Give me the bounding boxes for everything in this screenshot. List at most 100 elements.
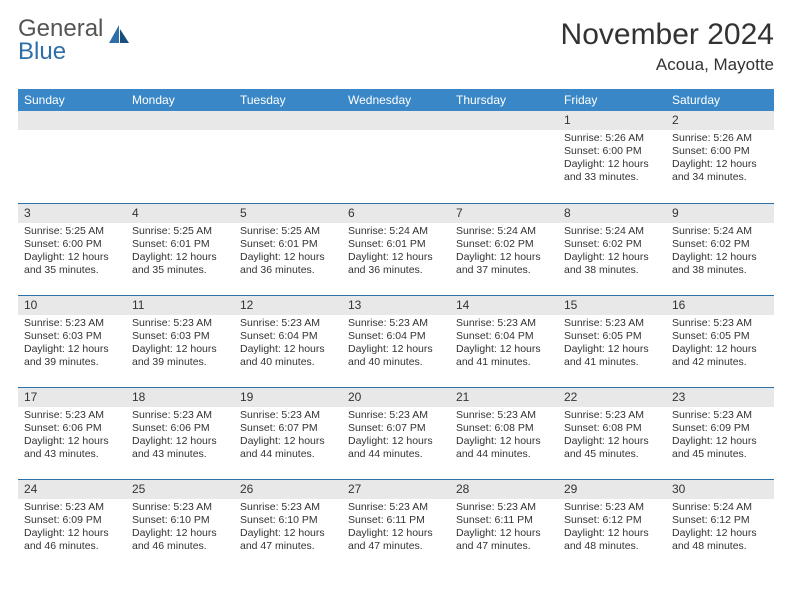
weekday-header: Tuesday [234, 89, 342, 111]
calendar-day-cell: 6Sunrise: 5:24 AMSunset: 6:01 PMDaylight… [342, 203, 450, 295]
weekday-header: Sunday [18, 89, 126, 111]
day-content: Sunrise: 5:23 AMSunset: 6:04 PMDaylight:… [234, 315, 342, 376]
day-content: Sunrise: 5:25 AMSunset: 6:01 PMDaylight:… [126, 223, 234, 284]
calendar-day-cell: 10Sunrise: 5:23 AMSunset: 6:03 PMDayligh… [18, 295, 126, 387]
calendar-day-cell: 28Sunrise: 5:23 AMSunset: 6:11 PMDayligh… [450, 479, 558, 571]
day-content: Sunrise: 5:23 AMSunset: 6:03 PMDaylight:… [126, 315, 234, 376]
day-number: 18 [126, 388, 234, 407]
weekday-header: Friday [558, 89, 666, 111]
empty-day-number [234, 111, 342, 130]
day-content: Sunrise: 5:26 AMSunset: 6:00 PMDaylight:… [558, 130, 666, 191]
day-content: Sunrise: 5:24 AMSunset: 6:02 PMDaylight:… [666, 223, 774, 284]
calendar-week-row: 1Sunrise: 5:26 AMSunset: 6:00 PMDaylight… [18, 111, 774, 203]
calendar-day-cell [126, 111, 234, 203]
weekday-header-row: SundayMondayTuesdayWednesdayThursdayFrid… [18, 89, 774, 111]
calendar-day-cell: 17Sunrise: 5:23 AMSunset: 6:06 PMDayligh… [18, 387, 126, 479]
day-content: Sunrise: 5:23 AMSunset: 6:04 PMDaylight:… [450, 315, 558, 376]
calendar-day-cell: 22Sunrise: 5:23 AMSunset: 6:08 PMDayligh… [558, 387, 666, 479]
calendar-day-cell [234, 111, 342, 203]
empty-day-number [18, 111, 126, 130]
calendar-day-cell: 19Sunrise: 5:23 AMSunset: 6:07 PMDayligh… [234, 387, 342, 479]
day-number: 3 [18, 204, 126, 223]
day-content: Sunrise: 5:23 AMSunset: 6:09 PMDaylight:… [666, 407, 774, 468]
day-content: Sunrise: 5:23 AMSunset: 6:08 PMDaylight:… [450, 407, 558, 468]
empty-day-number [342, 111, 450, 130]
day-number: 23 [666, 388, 774, 407]
weekday-header: Saturday [666, 89, 774, 111]
day-number: 5 [234, 204, 342, 223]
day-content: Sunrise: 5:24 AMSunset: 6:02 PMDaylight:… [450, 223, 558, 284]
day-number: 30 [666, 480, 774, 499]
day-number: 7 [450, 204, 558, 223]
calendar-day-cell [342, 111, 450, 203]
calendar-day-cell: 23Sunrise: 5:23 AMSunset: 6:09 PMDayligh… [666, 387, 774, 479]
calendar-day-cell: 7Sunrise: 5:24 AMSunset: 6:02 PMDaylight… [450, 203, 558, 295]
day-number: 16 [666, 296, 774, 315]
day-content: Sunrise: 5:23 AMSunset: 6:12 PMDaylight:… [558, 499, 666, 560]
calendar-day-cell: 27Sunrise: 5:23 AMSunset: 6:11 PMDayligh… [342, 479, 450, 571]
calendar-day-cell: 3Sunrise: 5:25 AMSunset: 6:00 PMDaylight… [18, 203, 126, 295]
day-number: 21 [450, 388, 558, 407]
header: General Blue November 2024 Acoua, Mayott… [18, 18, 774, 75]
calendar-day-cell: 24Sunrise: 5:23 AMSunset: 6:09 PMDayligh… [18, 479, 126, 571]
day-number: 15 [558, 296, 666, 315]
calendar-day-cell: 30Sunrise: 5:24 AMSunset: 6:12 PMDayligh… [666, 479, 774, 571]
calendar-day-cell: 26Sunrise: 5:23 AMSunset: 6:10 PMDayligh… [234, 479, 342, 571]
day-number: 25 [126, 480, 234, 499]
day-content: Sunrise: 5:23 AMSunset: 6:09 PMDaylight:… [18, 499, 126, 560]
calendar-day-cell: 12Sunrise: 5:23 AMSunset: 6:04 PMDayligh… [234, 295, 342, 387]
weekday-header: Monday [126, 89, 234, 111]
day-content: Sunrise: 5:25 AMSunset: 6:01 PMDaylight:… [234, 223, 342, 284]
day-content: Sunrise: 5:23 AMSunset: 6:04 PMDaylight:… [342, 315, 450, 376]
calendar-day-cell: 11Sunrise: 5:23 AMSunset: 6:03 PMDayligh… [126, 295, 234, 387]
day-number: 6 [342, 204, 450, 223]
calendar-week-row: 17Sunrise: 5:23 AMSunset: 6:06 PMDayligh… [18, 387, 774, 479]
day-number: 29 [558, 480, 666, 499]
calendar-day-cell: 13Sunrise: 5:23 AMSunset: 6:04 PMDayligh… [342, 295, 450, 387]
calendar-day-cell: 29Sunrise: 5:23 AMSunset: 6:12 PMDayligh… [558, 479, 666, 571]
day-content: Sunrise: 5:23 AMSunset: 6:06 PMDaylight:… [18, 407, 126, 468]
day-number: 14 [450, 296, 558, 315]
sail-icon [107, 23, 131, 50]
day-content: Sunrise: 5:23 AMSunset: 6:10 PMDaylight:… [234, 499, 342, 560]
calendar-day-cell: 5Sunrise: 5:25 AMSunset: 6:01 PMDaylight… [234, 203, 342, 295]
day-content: Sunrise: 5:23 AMSunset: 6:07 PMDaylight:… [234, 407, 342, 468]
calendar-day-cell: 20Sunrise: 5:23 AMSunset: 6:07 PMDayligh… [342, 387, 450, 479]
day-content: Sunrise: 5:23 AMSunset: 6:07 PMDaylight:… [342, 407, 450, 468]
calendar-day-cell: 16Sunrise: 5:23 AMSunset: 6:05 PMDayligh… [666, 295, 774, 387]
calendar-week-row: 3Sunrise: 5:25 AMSunset: 6:00 PMDaylight… [18, 203, 774, 295]
day-number: 10 [18, 296, 126, 315]
calendar-day-cell: 1Sunrise: 5:26 AMSunset: 6:00 PMDaylight… [558, 111, 666, 203]
day-number: 1 [558, 111, 666, 130]
calendar-day-cell: 8Sunrise: 5:24 AMSunset: 6:02 PMDaylight… [558, 203, 666, 295]
day-content: Sunrise: 5:23 AMSunset: 6:05 PMDaylight:… [666, 315, 774, 376]
weekday-header: Wednesday [342, 89, 450, 111]
day-number: 12 [234, 296, 342, 315]
day-content: Sunrise: 5:23 AMSunset: 6:08 PMDaylight:… [558, 407, 666, 468]
day-number: 4 [126, 204, 234, 223]
day-number: 11 [126, 296, 234, 315]
day-number: 20 [342, 388, 450, 407]
empty-day-number [126, 111, 234, 130]
day-number: 26 [234, 480, 342, 499]
day-number: 8 [558, 204, 666, 223]
calendar-week-row: 10Sunrise: 5:23 AMSunset: 6:03 PMDayligh… [18, 295, 774, 387]
day-content: Sunrise: 5:26 AMSunset: 6:00 PMDaylight:… [666, 130, 774, 191]
day-content: Sunrise: 5:24 AMSunset: 6:12 PMDaylight:… [666, 499, 774, 560]
calendar-day-cell: 14Sunrise: 5:23 AMSunset: 6:04 PMDayligh… [450, 295, 558, 387]
day-content: Sunrise: 5:24 AMSunset: 6:01 PMDaylight:… [342, 223, 450, 284]
day-content: Sunrise: 5:23 AMSunset: 6:03 PMDaylight:… [18, 315, 126, 376]
day-content: Sunrise: 5:24 AMSunset: 6:02 PMDaylight:… [558, 223, 666, 284]
day-content: Sunrise: 5:23 AMSunset: 6:06 PMDaylight:… [126, 407, 234, 468]
day-number: 9 [666, 204, 774, 223]
calendar-day-cell: 2Sunrise: 5:26 AMSunset: 6:00 PMDaylight… [666, 111, 774, 203]
calendar-day-cell: 15Sunrise: 5:23 AMSunset: 6:05 PMDayligh… [558, 295, 666, 387]
calendar-day-cell: 9Sunrise: 5:24 AMSunset: 6:02 PMDaylight… [666, 203, 774, 295]
day-content: Sunrise: 5:23 AMSunset: 6:10 PMDaylight:… [126, 499, 234, 560]
logo-text: General Blue [18, 18, 103, 64]
day-number: 13 [342, 296, 450, 315]
day-content: Sunrise: 5:23 AMSunset: 6:05 PMDaylight:… [558, 315, 666, 376]
day-content: Sunrise: 5:25 AMSunset: 6:00 PMDaylight:… [18, 223, 126, 284]
location-label: Acoua, Mayotte [561, 55, 774, 75]
day-content: Sunrise: 5:23 AMSunset: 6:11 PMDaylight:… [450, 499, 558, 560]
